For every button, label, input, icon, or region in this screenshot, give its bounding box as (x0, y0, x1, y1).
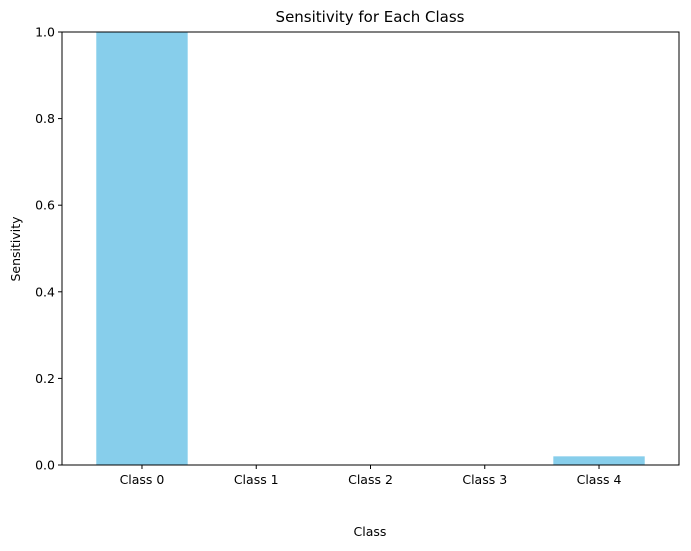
plot-frame (61, 31, 680, 466)
chart-title: Sensitivity for Each Class (276, 8, 465, 26)
y-tick-label: 1.0 (35, 25, 55, 40)
y-axis-label: Sensitivity (8, 216, 23, 282)
x-tick-label: Class 1 (234, 472, 279, 487)
bars-layer (96, 32, 645, 465)
bar-class-0 (96, 32, 188, 465)
y-tick-label: 0.2 (35, 371, 55, 386)
ticks-layer: Class 0 Class 1 Class 2 Class 3 Class 4 0.0 0.… (35, 25, 621, 488)
x-tick-label: Class 4 (577, 472, 622, 487)
bar-class-4 (553, 456, 645, 465)
y-tick-label: 0.4 (35, 284, 55, 299)
x-tick-label: Class 0 (120, 472, 165, 487)
x-axis-label: Class (354, 524, 387, 539)
y-tick-label: 0.0 (35, 458, 55, 473)
x-tick-label: Class 2 (348, 472, 393, 487)
y-tick-label: 0.6 (35, 198, 55, 213)
x-tick-label: Class 3 (462, 472, 507, 487)
y-tick-label: 0.8 (35, 111, 55, 126)
